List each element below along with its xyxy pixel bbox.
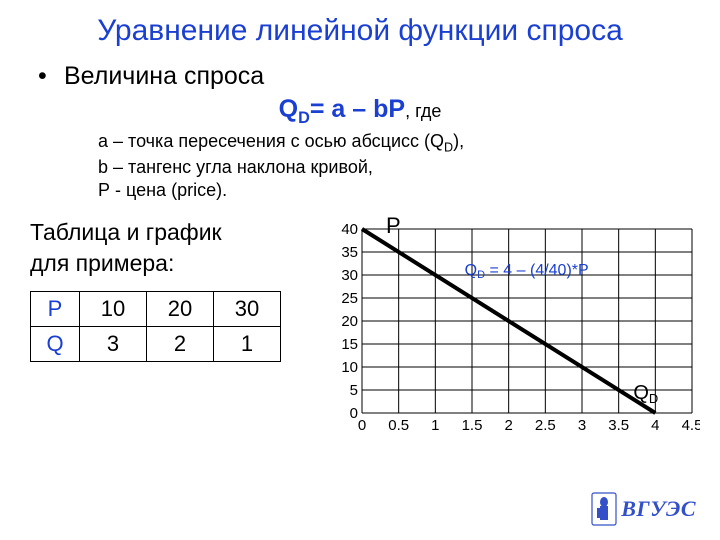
footer-logo: ВГУЭС [591, 492, 696, 526]
row-q-c1: 3 [80, 327, 147, 362]
bullet-text: Величина спроса [64, 62, 264, 91]
svg-text:15: 15 [341, 336, 358, 353]
table-row: Q 3 2 1 [31, 327, 281, 362]
svg-text:2: 2 [504, 417, 512, 434]
table-row: Р 10 20 30 [31, 292, 281, 327]
def-b: b – тангенс угла наклона кривой, [98, 156, 690, 179]
def-a-text: a – точка пересечения с осью абсцисс (Q [98, 131, 444, 151]
demand-formula: QD= a – bP, где [30, 95, 690, 128]
svg-text:25: 25 [341, 290, 358, 307]
demand-chart: 0 5 10 15 20 25 30 35 40 0 0.5 1 1.5 2 2.5 3 3.5 4 4.5 P QD Q… [320, 217, 700, 437]
def-a: a – точка пересечения с осью абсцисс (QD… [98, 130, 690, 156]
def-p: Р - цена (price). [98, 179, 690, 202]
chart-svg: 0 5 10 15 20 25 30 35 40 0 0.5 1 1.5 2 2.5 3 3.5 4 4.5 P QD Q… [320, 217, 700, 437]
formula-eq: = a – bP [310, 95, 405, 123]
formula-qd-prefix: Q [279, 95, 298, 123]
svg-text:30: 30 [341, 267, 358, 284]
row-q-c2: 2 [147, 327, 214, 362]
formula-where: , где [405, 101, 441, 121]
svg-text:0: 0 [358, 417, 366, 434]
svg-text:1.5: 1.5 [462, 417, 483, 434]
svg-text:35: 35 [341, 244, 358, 261]
svg-text:10: 10 [341, 359, 358, 376]
lower-row: Таблица и график для примера: Р 10 20 30… [30, 217, 690, 437]
table-caption-l2: для примера: [30, 248, 320, 279]
formula-qd-sub: D [298, 109, 310, 127]
svg-text:P: P [386, 217, 401, 238]
svg-text:5: 5 [350, 382, 358, 399]
logo-text: ВГУЭС [621, 496, 696, 522]
svg-text:QD = 4 – (4/40)*P: QD = 4 – (4/40)*P [465, 262, 589, 281]
row-p-c1: 10 [80, 292, 147, 327]
svg-text:20: 20 [341, 313, 358, 330]
def-a-tail: ), [453, 131, 464, 151]
table-caption: Таблица и график для примера: [30, 217, 320, 279]
svg-text:QD: QD [633, 383, 658, 407]
row-p-hdr: Р [31, 292, 80, 327]
svg-text:4.5: 4.5 [682, 417, 700, 434]
row-q-c3: 1 [214, 327, 281, 362]
svg-text:4: 4 [651, 417, 659, 434]
table-column: Таблица и график для примера: Р 10 20 30… [30, 217, 320, 362]
svg-text:0: 0 [350, 405, 358, 422]
slide-title: Уравнение линейной функции спроса [30, 14, 690, 48]
table-caption-l1: Таблица и график [30, 217, 320, 248]
logo-icon [591, 492, 617, 526]
example-table: Р 10 20 30 Q 3 2 1 [30, 291, 281, 362]
bullet-dot: • [38, 62, 64, 91]
bullet-row: • Величина спроса [38, 62, 690, 91]
svg-text:40: 40 [341, 221, 358, 238]
row-p-c3: 30 [214, 292, 281, 327]
svg-text:2.5: 2.5 [535, 417, 556, 434]
svg-text:3.5: 3.5 [608, 417, 629, 434]
definitions: a – точка пересечения с осью абсцисс (QD… [98, 130, 690, 201]
svg-text:0.5: 0.5 [388, 417, 409, 434]
slide: Уравнение линейной функции спроса • Вели… [0, 0, 720, 540]
def-a-sub: D [444, 141, 453, 155]
row-p-c2: 20 [147, 292, 214, 327]
svg-text:1: 1 [431, 417, 439, 434]
row-q-hdr: Q [31, 327, 80, 362]
svg-text:3: 3 [578, 417, 586, 434]
